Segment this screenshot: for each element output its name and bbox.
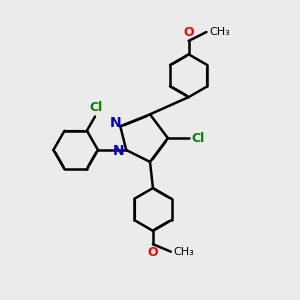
Text: O: O [183, 26, 194, 39]
Text: N: N [113, 145, 124, 158]
Text: Cl: Cl [90, 100, 103, 114]
Text: N: N [110, 116, 122, 130]
Text: O: O [148, 246, 158, 259]
Text: CH₃: CH₃ [174, 247, 194, 256]
Text: CH₃: CH₃ [209, 27, 230, 37]
Text: Cl: Cl [192, 132, 205, 145]
